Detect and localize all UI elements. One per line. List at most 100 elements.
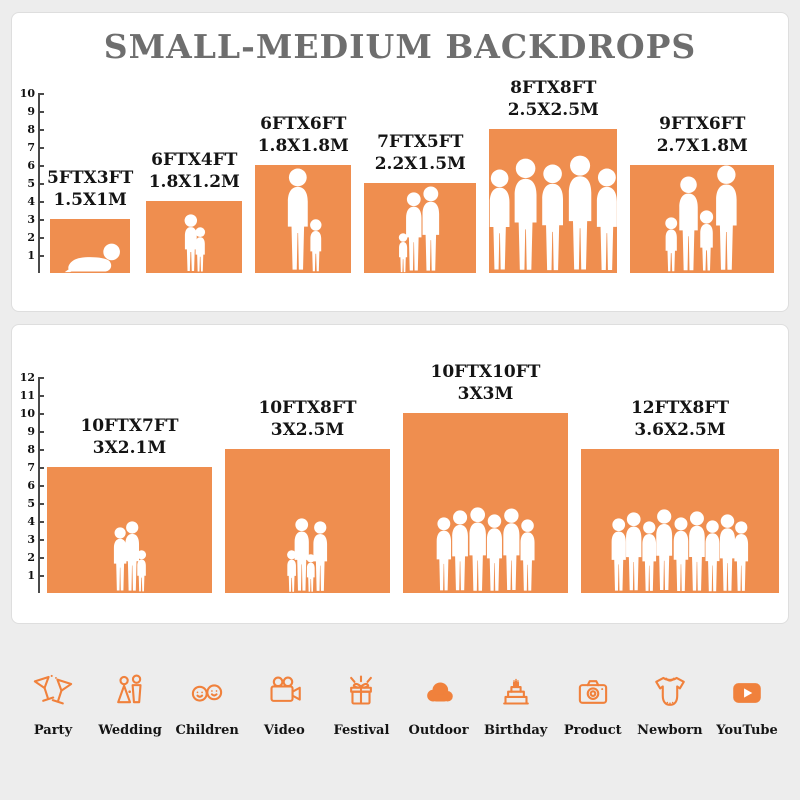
backdrop-bar-group: 10FTX8FT 3X2.5M	[225, 397, 390, 593]
adult-silhouette	[589, 168, 625, 273]
category-outdoor: Outdoor	[402, 672, 476, 738]
axis-tick: 6	[27, 478, 44, 492]
axis-tick: 2	[27, 550, 44, 564]
backdrop-bar-group: 12FTX8FT 3.6X2.5M	[581, 397, 779, 593]
axis-tick-label: 8	[27, 122, 35, 136]
size-ft-label: 10FTX7FT	[80, 415, 179, 436]
axis-tick-label: 8	[27, 442, 35, 456]
backdrop-size-label: 10FTX7FT 3X2.1M	[80, 415, 178, 459]
size-m-label: 1.5X1M	[53, 189, 127, 210]
size-ft-label: 12FTX8FT	[630, 397, 730, 418]
outdoor-icon	[426, 682, 453, 702]
icon-label: YouTube	[716, 723, 778, 738]
backdrop-rect	[225, 449, 390, 593]
category-video: Video	[247, 672, 321, 738]
newborn-icon	[655, 676, 685, 706]
axis-tick: 9	[27, 104, 44, 118]
youtube-icon	[733, 683, 761, 703]
backdrop-bar-group: 6FTX4FT 1.8X1.2M	[146, 149, 243, 273]
backdrop-size-label: 6FTX4FT 1.8X1.2M	[149, 149, 240, 193]
size-m-label: 2.2X1.5M	[374, 153, 466, 174]
silhouette-group	[364, 186, 476, 273]
axis-tick: 1	[27, 568, 44, 582]
axis-tick-label: 11	[19, 388, 35, 402]
video-icon	[270, 676, 302, 702]
adult-silhouette	[416, 186, 446, 273]
silhouette-group	[581, 509, 779, 593]
icon-label: Birthday	[484, 723, 548, 738]
axis-tick-label: 1	[27, 248, 35, 262]
category-product: Product	[556, 672, 630, 738]
axis-tick: 9	[27, 424, 44, 438]
size-ft-label: 8FTX8FT	[510, 77, 597, 98]
backdrop-rect	[146, 201, 243, 273]
axis-tick: 7	[27, 460, 44, 474]
bars-container: 10FTX7FT 3X2.1M 10FTX8FT 3X2.5M 10FTX10FT 3X3…	[47, 361, 782, 593]
icon-label: Outdoor	[408, 723, 469, 738]
axis-tick-label: 7	[27, 140, 35, 154]
chart-panel-medium-large: 1 2 3 4 5 6 7 8 9 10 11 12 10FTX7FT 3X2.1M 10FTX8FT 3X…	[11, 324, 789, 624]
silhouette-group	[225, 518, 390, 593]
festival-icon	[350, 675, 373, 705]
size-ft-label: 10FTX8FT	[258, 397, 357, 418]
axis-tick: 11	[19, 388, 45, 402]
silhouette-group	[255, 168, 351, 273]
backdrop-rect	[50, 219, 131, 273]
backdrop-size-label: 5FTX3FT 1.5X1M	[47, 167, 133, 211]
category-youtube: YouTube	[710, 672, 784, 738]
backdrop-size-label: 9FTX6FT 2.7X1.8M	[657, 113, 748, 157]
category-icon-row: Party Wedding Children	[8, 672, 792, 738]
backdrop-size-label: 10FTX10FT 3X3M	[431, 361, 541, 405]
axis-tick-label: 3	[27, 532, 35, 546]
axis-tick-label: 10	[19, 86, 35, 100]
axis-tick-label: 5	[27, 496, 35, 510]
category-children: Children	[170, 672, 244, 738]
party-icon	[33, 674, 73, 705]
axis-tick-label: 9	[27, 104, 35, 118]
size-ft-label: 6FTX4FT	[151, 149, 238, 170]
icon-label: Festival	[333, 723, 390, 738]
backdrop-bar-group: 7FTX5FT 2.2X1.5M	[364, 131, 477, 273]
category-wedding: Wedding	[93, 672, 167, 738]
plot-area: 1 2 3 4 5 6 7 8 9 10 11 12 10FTX7FT 3X2.1M 10FTX8FT 3X…	[18, 361, 782, 593]
backdrop-rect	[364, 183, 477, 273]
product-icon	[578, 680, 607, 704]
axis-tick: 10	[19, 406, 45, 420]
icon-label: Wedding	[98, 723, 162, 738]
backdrop-size-label: 6FTX6FT 1.8X1.8M	[258, 113, 349, 157]
size-m-label: 2.5X2.5M	[507, 99, 599, 120]
axis-tick-label: 9	[27, 424, 35, 438]
silhouette-group	[47, 521, 212, 593]
silhouette-group	[489, 155, 617, 273]
axis-tick: 7	[27, 140, 44, 154]
category-newborn: Newborn	[633, 672, 707, 738]
axis-tick-label: 5	[27, 176, 35, 190]
y-axis: 1 2 3 4 5 6 7 8 9 10	[18, 87, 45, 273]
size-ft-label: 5FTX3FT	[47, 167, 134, 188]
silhouette-group	[50, 243, 130, 273]
adult-silhouette	[708, 165, 745, 273]
axis-tick-label: 6	[27, 158, 35, 172]
child-silhouette	[133, 550, 150, 593]
category-birthday: Birthday	[479, 672, 553, 738]
axis-tick: 8	[27, 122, 44, 136]
child-silhouette	[191, 227, 209, 273]
category-party: Party	[16, 672, 90, 738]
chart-title: SMALL-MEDIUM BACKDROPS	[103, 27, 697, 66]
axis-tick-label: 6	[27, 478, 35, 492]
axis-tick-label: 4	[27, 194, 35, 208]
axis-tick: 3	[27, 212, 44, 226]
axis-tick-label: 10	[19, 406, 35, 420]
axis-tick-label: 12	[19, 370, 35, 384]
category-festival: Festival	[324, 672, 398, 738]
backdrop-bar-group: 5FTX3FT 1.5X1M	[47, 167, 133, 273]
size-m-label: 1.8X1.8M	[257, 135, 349, 156]
child-silhouette	[305, 219, 327, 273]
axis-tick-label: 2	[27, 230, 35, 244]
axis-tick: 3	[27, 532, 44, 546]
axis-tick: 5	[27, 496, 44, 510]
axis-tick: 6	[27, 158, 44, 172]
backdrop-bar-group: 8FTX8FT 2.5X2.5M	[489, 77, 618, 273]
backdrop-rect	[489, 129, 618, 273]
axis-tick: 2	[27, 230, 44, 244]
